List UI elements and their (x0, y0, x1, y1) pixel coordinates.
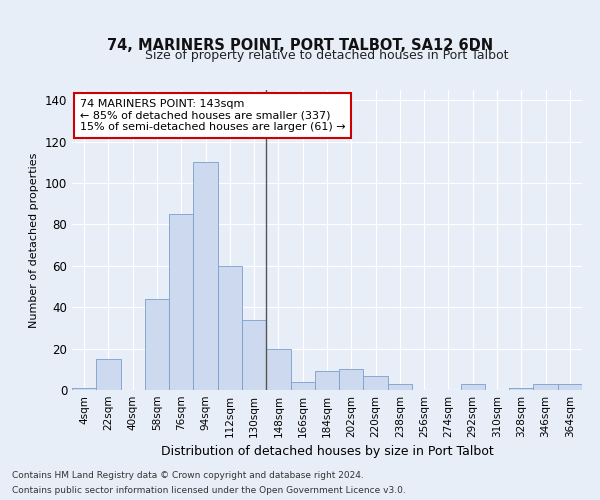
Bar (364, 376, 388, 390)
Bar (290, 382, 315, 390)
Bar (315, 372, 339, 390)
Bar (509, 388, 533, 390)
Text: 74 MARINERS POINT: 143sqm
← 85% of detached houses are smaller (337)
15% of semi: 74 MARINERS POINT: 143sqm ← 85% of detac… (80, 99, 345, 132)
Text: Contains public sector information licensed under the Open Government Licence v3: Contains public sector information licen… (12, 486, 406, 495)
Title: Size of property relative to detached houses in Port Talbot: Size of property relative to detached ho… (145, 50, 509, 62)
Bar (145, 299, 169, 390)
X-axis label: Distribution of detached houses by size in Port Talbot: Distribution of detached houses by size … (161, 446, 493, 458)
Text: 74, MARINERS POINT, PORT TALBOT, SA12 6DN: 74, MARINERS POINT, PORT TALBOT, SA12 6D… (107, 38, 493, 52)
Text: Contains HM Land Registry data © Crown copyright and database right 2024.: Contains HM Land Registry data © Crown c… (12, 471, 364, 480)
Bar (558, 384, 582, 390)
Bar (96, 359, 121, 390)
Bar (218, 266, 242, 390)
Bar (461, 384, 485, 390)
Bar (242, 320, 266, 390)
Bar (193, 162, 218, 390)
Bar (169, 214, 193, 390)
Bar (339, 370, 364, 390)
Bar (533, 384, 558, 390)
Y-axis label: Number of detached properties: Number of detached properties (29, 152, 39, 328)
Bar (72, 388, 96, 390)
Bar (388, 384, 412, 390)
Bar (266, 348, 290, 390)
